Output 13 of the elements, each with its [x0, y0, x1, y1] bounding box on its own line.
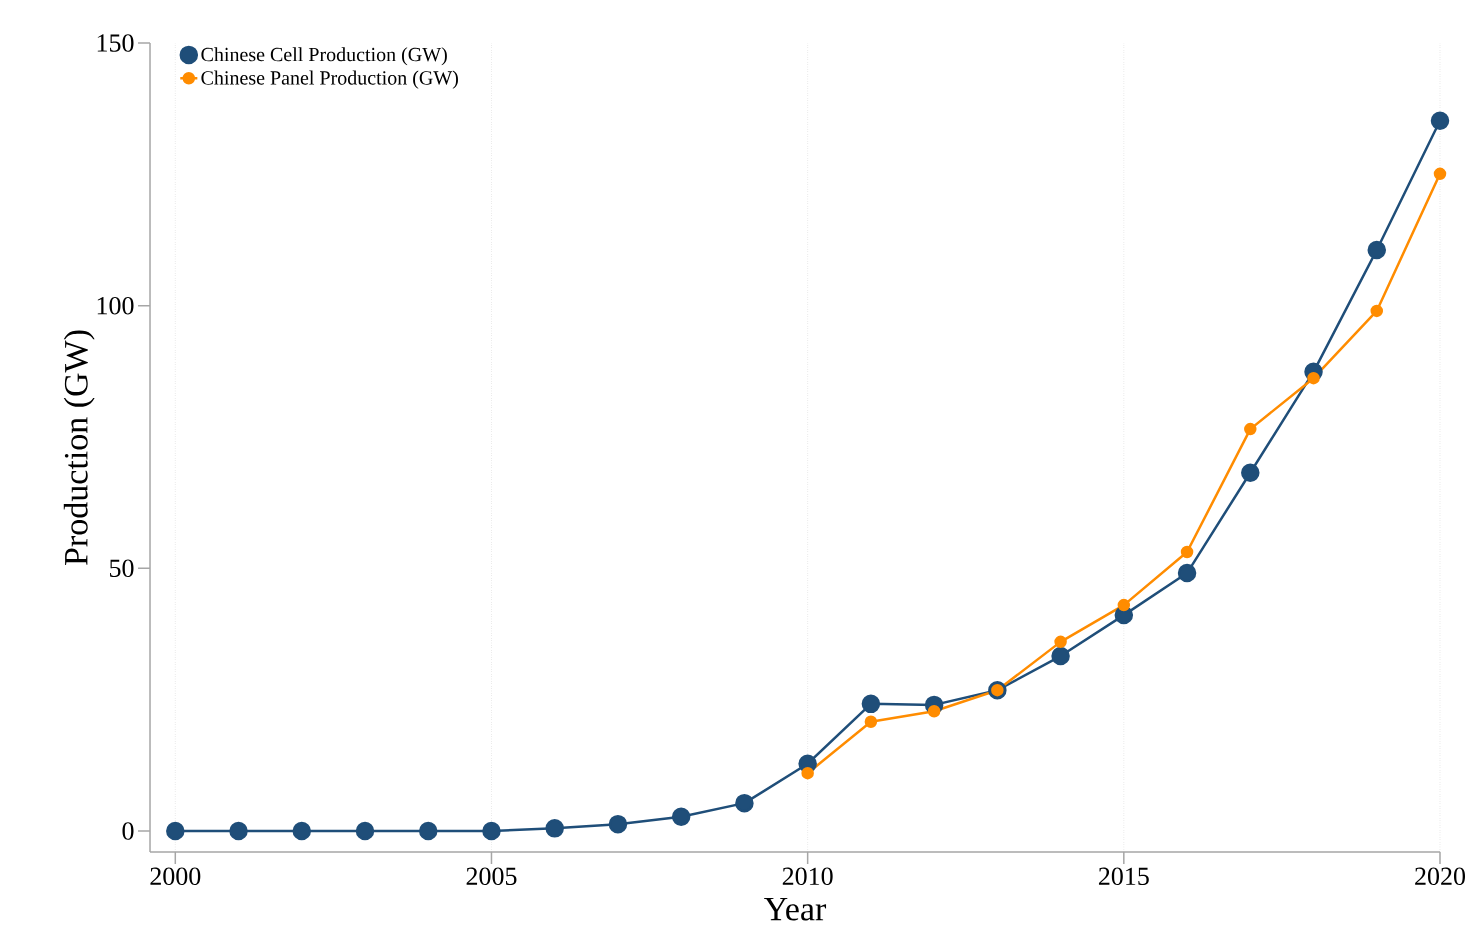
y-tick-label: 100: [97, 296, 134, 315]
legend-label: Chinese Panel Production (GW): [201, 70, 458, 89]
y-tick-label: 150: [97, 34, 134, 52]
legend-label: Chinese Cell Production (GW): [201, 47, 447, 66]
y-axis-title: Production (GW): [63, 330, 95, 566]
x-tick-label: 2010: [782, 867, 833, 886]
x-tick-label: 2015: [1098, 867, 1149, 886]
x-tick-label: 2005: [466, 867, 517, 886]
y-tick-label: 0: [122, 822, 134, 840]
x-tick-label: 2020: [1415, 867, 1466, 886]
x-axis-title: Year: [764, 897, 827, 921]
x-tick-label: 2000: [150, 867, 201, 886]
y-tick-label: 50: [110, 559, 134, 578]
